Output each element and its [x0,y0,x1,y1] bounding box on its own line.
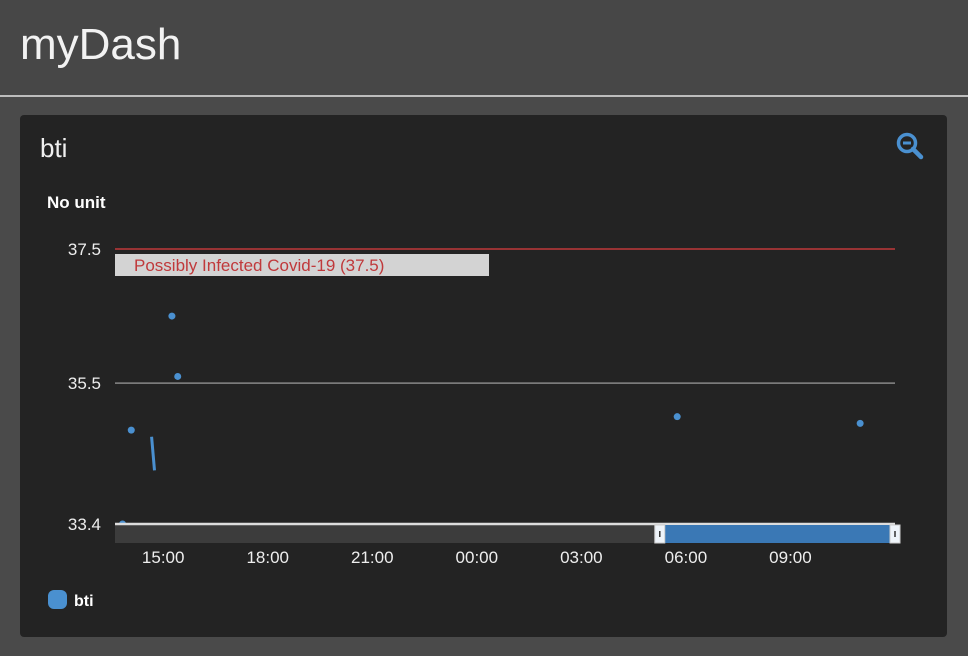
data-point [174,372,182,380]
x-tick-label: 21:00 [351,548,394,567]
zoom-out-icon[interactable] [895,131,925,161]
legend-item-label[interactable]: bti [74,593,94,610]
y-tick-label: 37.5 [68,240,101,259]
y-tick-label: 33.4 [68,515,101,534]
x-tick-label: 09:00 [769,548,812,567]
app-title: myDash [20,20,182,69]
y-tick-label: 35.5 [68,374,101,393]
x-tick-label: 03:00 [560,548,603,567]
legend-swatch[interactable] [48,590,67,609]
x-tick-label: 00:00 [456,548,499,567]
data-line-segment [150,436,156,471]
y-axis-label: No unit [47,193,106,212]
threshold-label: Possibly Infected Covid-19 (37.5) [134,256,384,275]
x-tick-label: 18:00 [246,548,289,567]
data-point [673,413,681,421]
data-point [168,312,176,320]
widget-title: bti [40,133,68,163]
threshold-label-bg [115,254,489,276]
x-tick-label: 15:00 [142,548,185,567]
app-header: myDash [0,0,968,97]
navigator-selection[interactable] [659,525,895,543]
x-tick-label: 06:00 [665,548,708,567]
data-point [856,419,864,427]
data-point [127,426,135,434]
